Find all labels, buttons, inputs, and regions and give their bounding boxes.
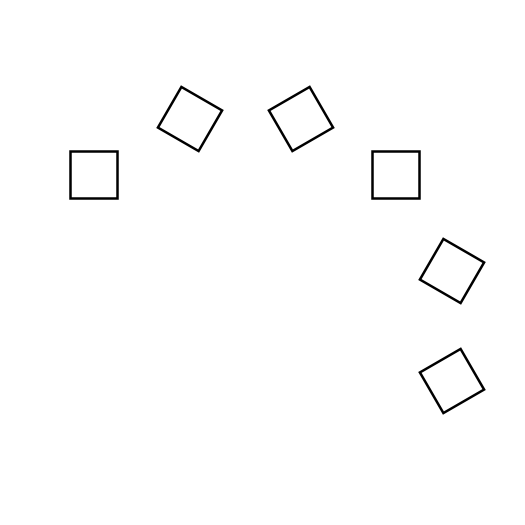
square-6 [418, 347, 486, 415]
square-4 [371, 150, 421, 200]
square-3 [267, 85, 335, 153]
shapes-layer [69, 85, 486, 415]
square-1 [69, 150, 119, 200]
square-5 [418, 237, 486, 305]
square-2 [156, 85, 224, 153]
